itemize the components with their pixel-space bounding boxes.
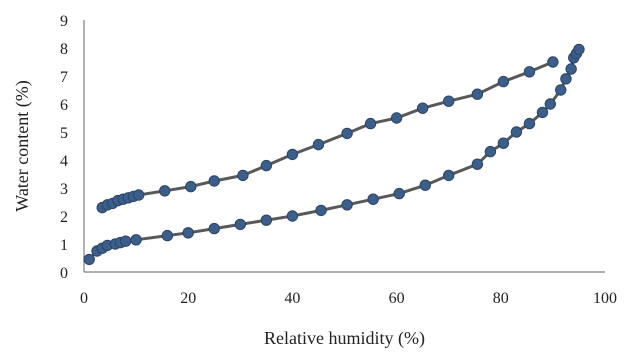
series-1-point-29 [565, 63, 577, 75]
y-tick-label-1: 1 [60, 237, 68, 254]
x-axis-title: Relative humidity (%) [264, 328, 425, 349]
series-2-point-16 [364, 117, 377, 130]
series-2-point-9 [185, 180, 197, 193]
series-1-point-11 [234, 218, 247, 231]
series-1-point-0 [83, 253, 95, 266]
series-2-point-14 [312, 138, 325, 151]
x-tick-labels: 0 20 40 60 80 100 [80, 290, 617, 307]
series-2-point-23 [547, 56, 559, 68]
series-1-point-12 [260, 214, 273, 226]
x-tick-label-1: 20 [180, 290, 196, 307]
y-axis-title: Water content (%) [12, 80, 33, 211]
x-tick-label-4: 80 [493, 290, 509, 307]
series-1-point-24 [523, 117, 536, 130]
series-1-point-32 [573, 43, 585, 56]
data-points [83, 43, 585, 266]
series-2-point-15 [341, 127, 353, 140]
x-tick-label-5: 100 [593, 290, 617, 307]
series-1-point-21 [484, 145, 497, 158]
series-1-point-27 [555, 84, 567, 96]
series-1-point-14 [315, 204, 327, 217]
series-2-point-20 [471, 88, 484, 100]
series-1-point-17 [393, 187, 405, 200]
series-1-point-13 [286, 210, 299, 222]
series-2-point-8 [159, 185, 171, 197]
x-tick-label-2: 40 [284, 290, 300, 307]
series-2-point-11 [237, 169, 249, 182]
series-1-point-18 [419, 179, 431, 191]
series-1-point-9 [182, 227, 194, 239]
series-1-point-22 [497, 137, 510, 149]
x-tick-label-3: 60 [389, 290, 405, 307]
series-2-point-19 [443, 95, 455, 107]
y-tick-label-3: 3 [60, 181, 68, 198]
y-tick-label-6: 6 [60, 97, 68, 114]
series-2-point-21 [497, 75, 510, 88]
series-1-point-8 [161, 229, 174, 242]
series-1-point-6 [119, 235, 132, 247]
series-1-point-7 [130, 234, 142, 246]
y-tick-label-2: 2 [60, 209, 68, 226]
series-1-point-23 [510, 126, 523, 138]
y-tick-label-7: 7 [60, 69, 68, 86]
series-1-point-20 [471, 158, 484, 170]
y-tick-label-9: 9 [60, 13, 68, 30]
series-2-point-18 [416, 102, 429, 114]
series-1-point-16 [367, 193, 379, 205]
series-2-point-22 [523, 66, 536, 78]
x-tick-label-0: 0 [80, 290, 88, 307]
series-1-point-25 [536, 106, 549, 119]
series-2-point-10 [208, 175, 220, 187]
series-2-line [101, 60, 554, 209]
series-2-point-7 [133, 189, 145, 201]
y-tick-label-4: 4 [60, 153, 68, 170]
axes [83, 20, 605, 273]
series-1-point-15 [341, 199, 353, 211]
series-1-point-26 [544, 98, 556, 110]
y-tick-label-5: 5 [60, 125, 68, 142]
series-1-point-19 [443, 169, 455, 182]
series-2-point-12 [260, 159, 273, 172]
series-1-point-10 [208, 222, 220, 235]
series-2-point-13 [286, 148, 299, 161]
series-1-point-28 [560, 73, 572, 85]
y-tick-label-8: 8 [60, 41, 68, 58]
y-tick-labels: 0 1 2 3 4 5 6 7 8 9 [60, 13, 68, 282]
y-tick-label-0: 0 [60, 265, 68, 282]
series-2-point-17 [390, 112, 403, 124]
